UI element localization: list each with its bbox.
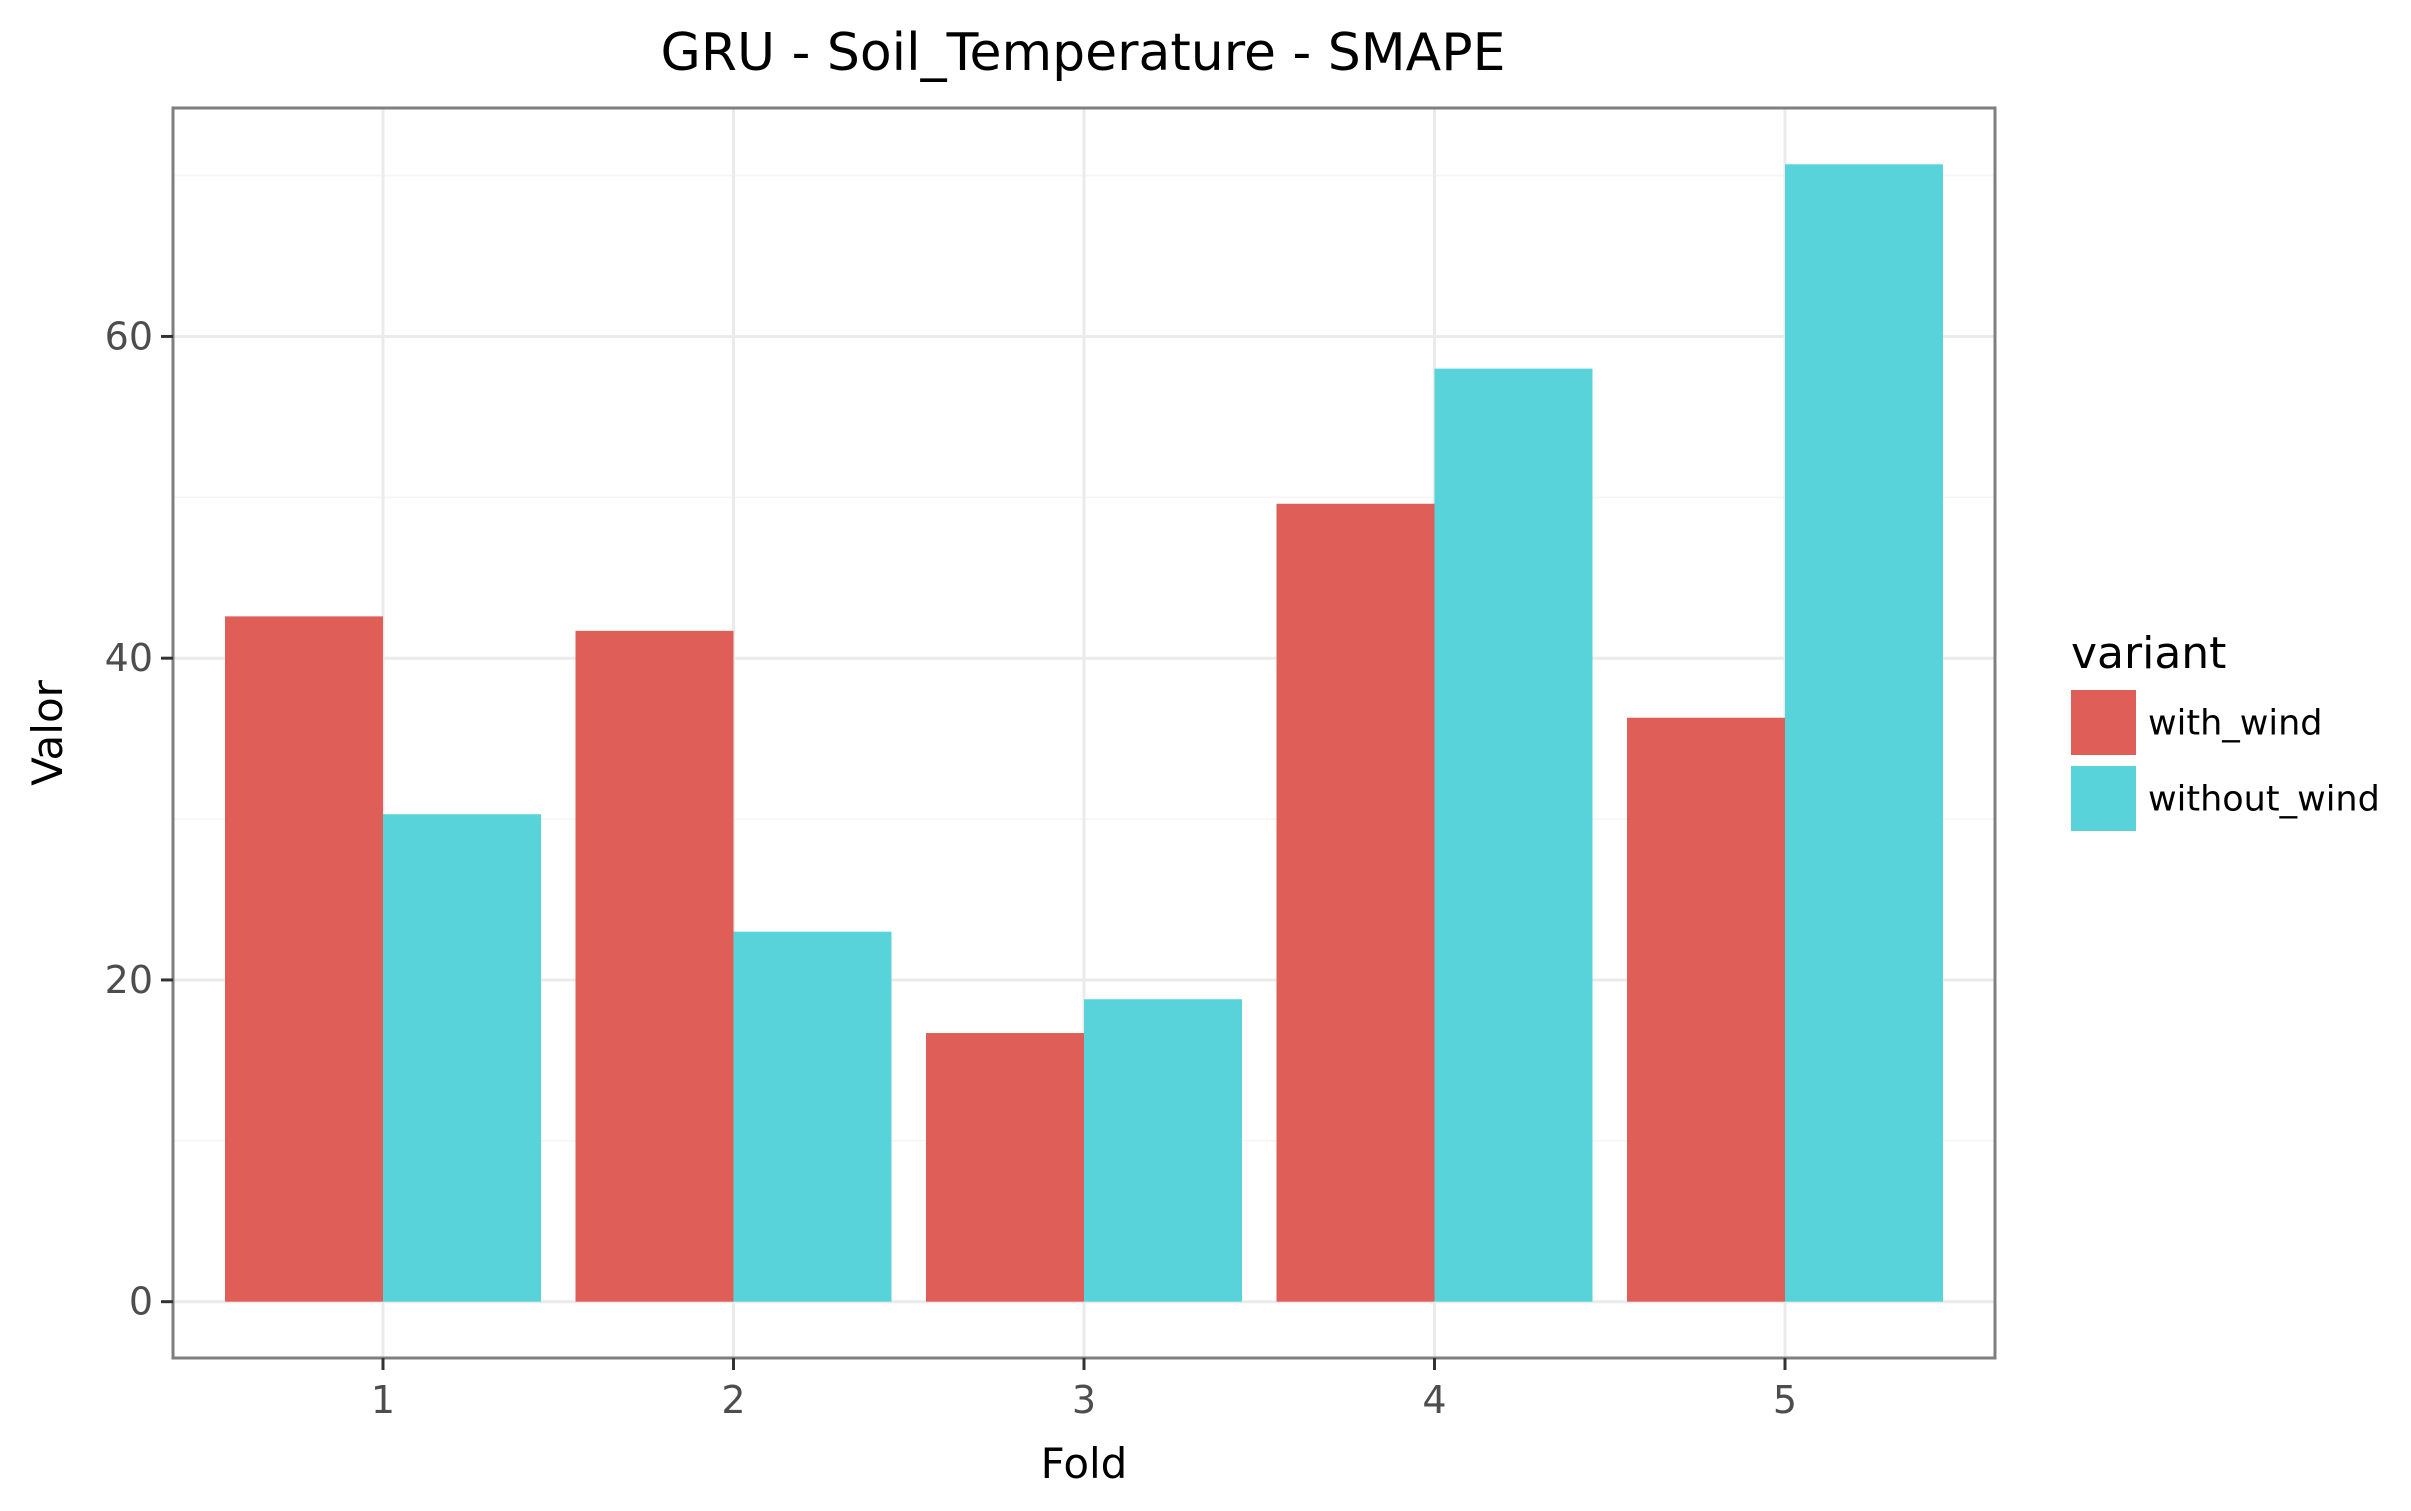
bar-without_wind-fold-5 [1785,164,1943,1302]
x-axis: 1 2 3 4 5 [371,1358,1797,1422]
bar-without_wind-fold-3 [1084,999,1242,1302]
bar-without_wind-fold-2 [733,931,892,1302]
plot-panel [171,106,1997,1360]
legend-items: with_wind without_wind [2071,690,2380,831]
bars [225,164,1943,1302]
legend-title: variant [2071,628,2226,679]
x-tick-label: 1 [371,1378,395,1422]
bar-with_wind-fold-3 [926,1033,1084,1302]
bar-with_wind-fold-4 [1276,503,1435,1302]
chart-title: GRU - Soil_Temperature - SMAPE [661,23,1506,83]
y-axis: 0 20 40 60 [105,314,173,1324]
legend: variant with_wind without_wind [2071,628,2380,831]
y-tick-label: 0 [129,1280,153,1324]
y-tick-label: 40 [105,636,153,680]
y-tick-label: 60 [105,314,153,358]
y-axis-title: Valor [23,679,72,786]
legend-label-with_wind: with_wind [2148,704,2323,744]
bar-without_wind-fold-4 [1434,368,1593,1302]
legend-key-with_wind [2071,690,2136,755]
legend-key-without_wind [2071,766,2136,831]
bar-without_wind-fold-1 [383,814,541,1302]
x-tick-label: 2 [721,1378,745,1422]
x-tick-label: 5 [1773,1378,1797,1422]
bar-with_wind-fold-1 [225,616,383,1302]
legend-label-without_wind: without_wind [2148,780,2380,820]
x-tick-label: 3 [1072,1378,1096,1422]
bar-with_wind-fold-5 [1627,717,1785,1302]
x-tick-label: 4 [1422,1378,1446,1422]
y-tick-label: 20 [105,958,153,1002]
bar-with_wind-fold-2 [575,630,734,1302]
x-axis-title: Fold [1041,1439,1128,1488]
